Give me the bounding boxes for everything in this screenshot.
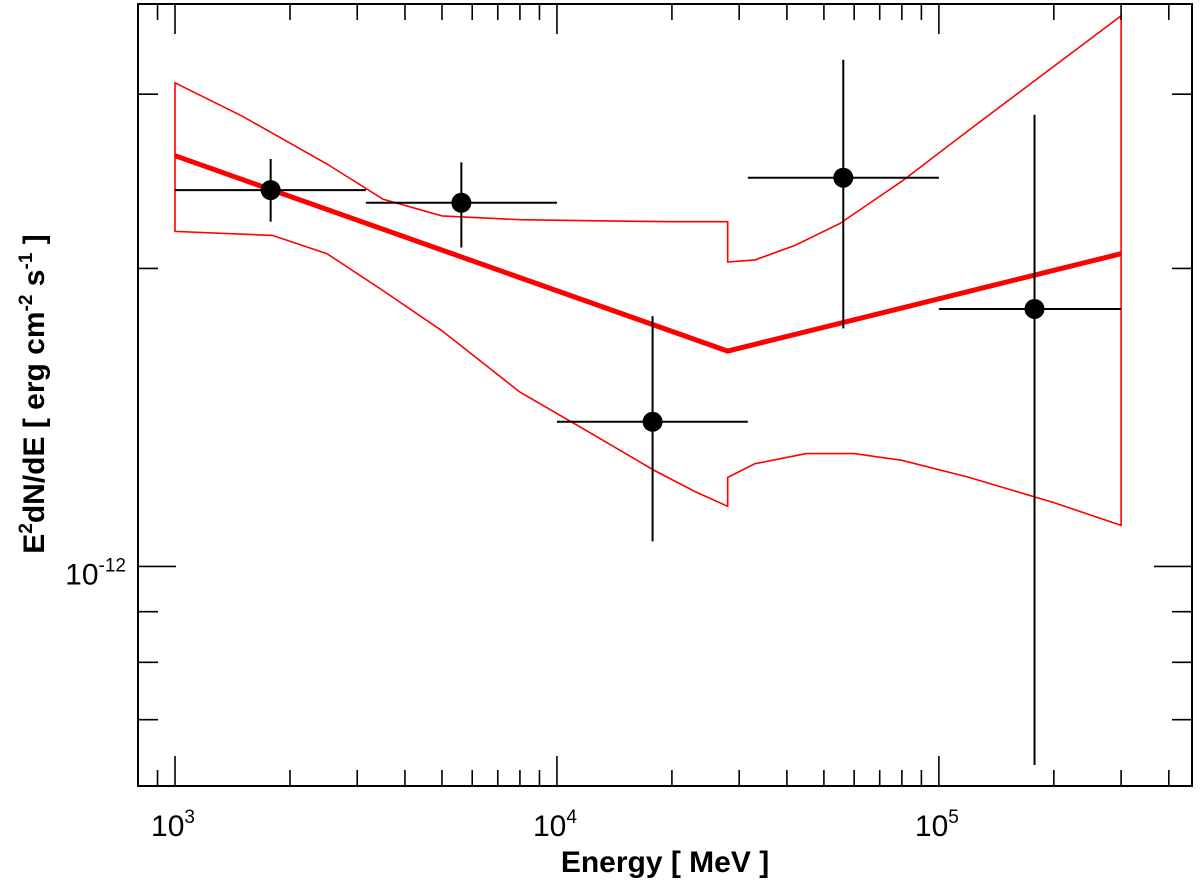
data-marker	[260, 180, 281, 201]
data-point-5	[938, 114, 1122, 766]
data-marker	[833, 167, 854, 188]
x-axis-label: Energy [ MeV ]	[561, 846, 769, 879]
y-axis-label: E2dN/dE [ erg cm-2 s-1 ]	[16, 234, 51, 553]
fit-uncertainty-band	[174, 14, 1122, 527]
data-points-layer	[175, 59, 1122, 766]
data-marker	[451, 192, 472, 213]
plot-frame	[137, 3, 1193, 787]
x-tick-label: 103	[151, 807, 195, 843]
data-point-4	[747, 59, 939, 329]
data-point-1	[175, 158, 366, 222]
fit-line	[174, 153, 1122, 354]
fit-band-layer	[174, 14, 1122, 527]
axes-layer: 103 104 105 10-12	[65, 4, 1192, 843]
data-marker	[1024, 298, 1045, 319]
x-tick-label: 105	[915, 807, 959, 843]
data-marker	[642, 411, 663, 432]
data-point-2	[365, 162, 557, 248]
y-tick-label: 10-12	[65, 555, 126, 591]
fit-line-layer	[174, 153, 1122, 354]
data-point-3	[556, 316, 748, 542]
x-tick-label: 104	[533, 807, 577, 843]
